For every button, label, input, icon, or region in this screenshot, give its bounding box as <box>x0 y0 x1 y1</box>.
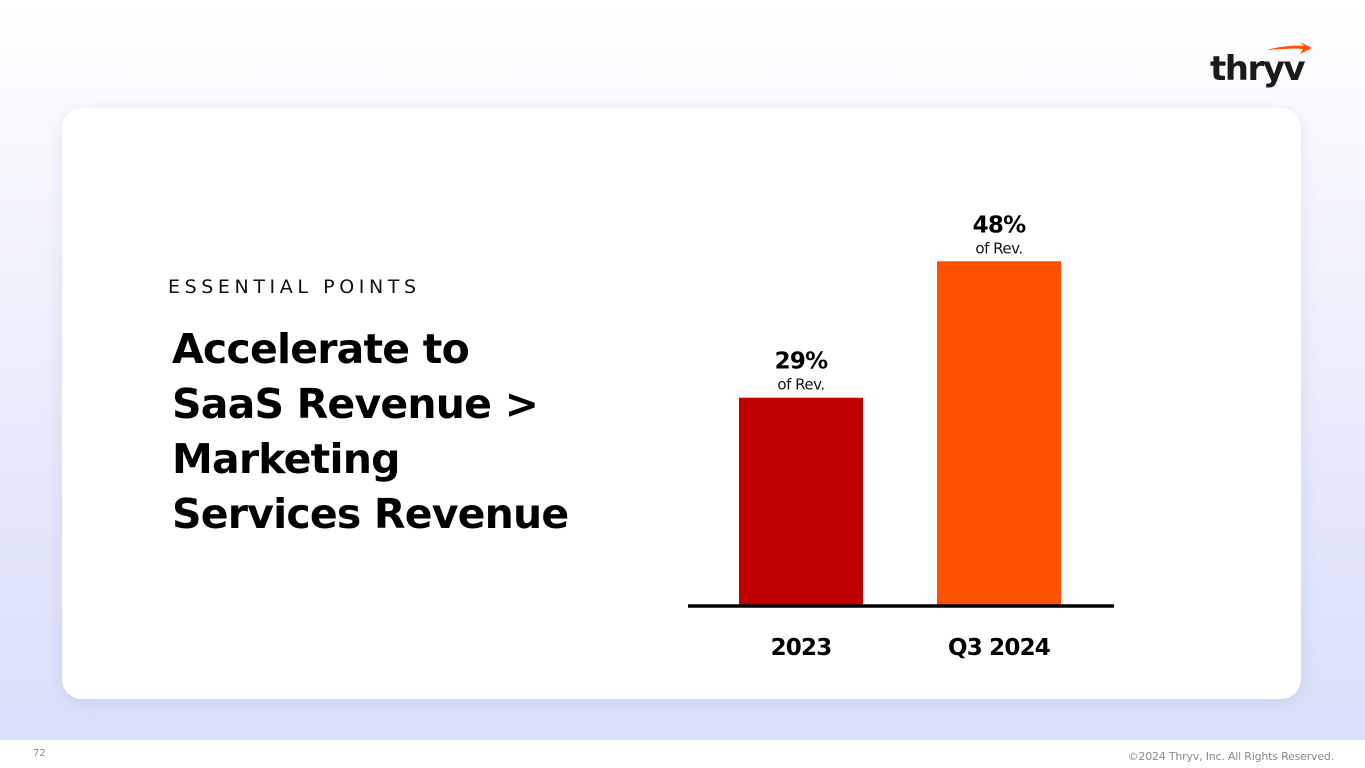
headline-line-2: SaaS Revenue > <box>172 380 539 428</box>
page-title: Accelerate to SaaS Revenue > Marketing S… <box>172 322 612 542</box>
logo-wordmark: thryv <box>1210 49 1305 89</box>
copyright-notice: ©2024 Thryv, Inc. All Rights Reserved. <box>1127 750 1335 763</box>
headline-line-3: Marketing <box>172 435 400 483</box>
category-label-1: Q3 2024 <box>948 635 1050 661</box>
logo-swoosh <box>1266 42 1312 54</box>
value-sublabel-0: of Rev. <box>777 376 824 394</box>
page-number: 72 <box>33 748 46 759</box>
headline-line-1: Accelerate to <box>172 325 470 373</box>
content-card <box>62 108 1301 699</box>
footer-bar <box>0 740 1365 768</box>
category-label-0: 2023 <box>771 635 832 661</box>
value-sublabel-1: of Rev. <box>975 239 1022 257</box>
eyebrow-label: ESSENTIAL POINTS <box>168 276 421 298</box>
headline-line-4: Services Revenue <box>172 490 569 538</box>
bar-0 <box>739 397 863 606</box>
value-label-0: 29% <box>775 349 828 375</box>
bar-1 <box>937 261 1061 606</box>
thryv-logo: thryv <box>1208 42 1314 90</box>
value-label-1: 48% <box>973 212 1026 238</box>
